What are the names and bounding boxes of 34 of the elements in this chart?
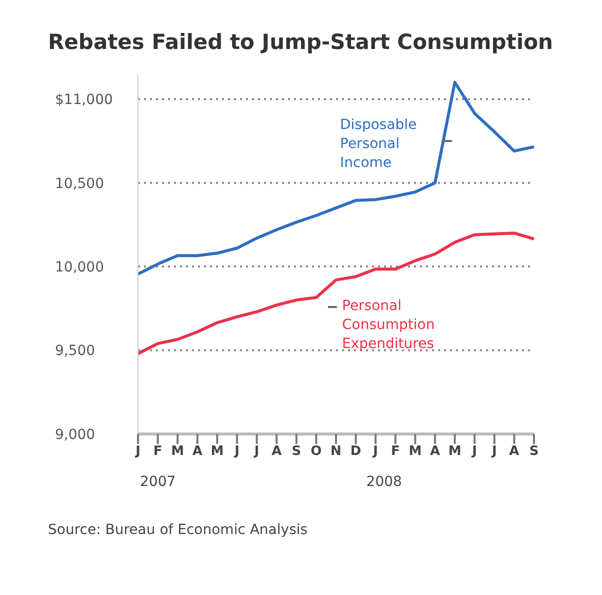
x-tick-label: J xyxy=(471,444,478,460)
x-tick-label: O xyxy=(310,444,322,460)
x-tick-label: F xyxy=(390,444,400,460)
y-tick-label: 10,000 xyxy=(55,260,104,276)
text: 2007 xyxy=(140,474,176,490)
series-label: Disposable Personal Income xyxy=(340,116,418,173)
x-tick-label: A xyxy=(192,444,202,460)
x-tick-label: J xyxy=(234,444,240,460)
x-tick-label: S xyxy=(529,444,539,460)
chart-title: Rebates Failed to Jump-Start Consumption xyxy=(47,29,554,54)
x-tick-label: J xyxy=(253,444,260,460)
x-tick-label: D xyxy=(350,444,362,460)
x-tick-label: J xyxy=(372,444,378,460)
x-tick-label: S xyxy=(292,444,302,460)
text: 2008 xyxy=(366,474,402,490)
x-tick-label: F xyxy=(153,444,162,460)
x-tick-label: A xyxy=(430,444,440,460)
x-tick-label: J xyxy=(134,444,140,460)
line-series xyxy=(136,232,536,356)
x-tick-label: N xyxy=(330,444,342,460)
x-tick-label: A xyxy=(272,444,282,460)
x-tick-label: M xyxy=(171,444,184,460)
x-tick-label: M xyxy=(210,444,224,460)
y-tick-label: 9,000 xyxy=(55,426,96,443)
line-series xyxy=(136,80,536,276)
y-tick-label: 10,500 xyxy=(55,176,104,192)
source-note: Source: Bureau of Economic Analysis xyxy=(48,522,308,538)
y-tick-label: 9,500 xyxy=(55,343,96,360)
series-label: Personal Consumption Expenditures xyxy=(342,297,436,354)
x-tick-label: J xyxy=(490,444,497,460)
x-tick-label: M xyxy=(448,444,462,460)
x-tick-label: M xyxy=(408,444,422,460)
x-tick-label: A xyxy=(509,444,520,460)
y-tick-label: $11,000 xyxy=(55,92,113,108)
